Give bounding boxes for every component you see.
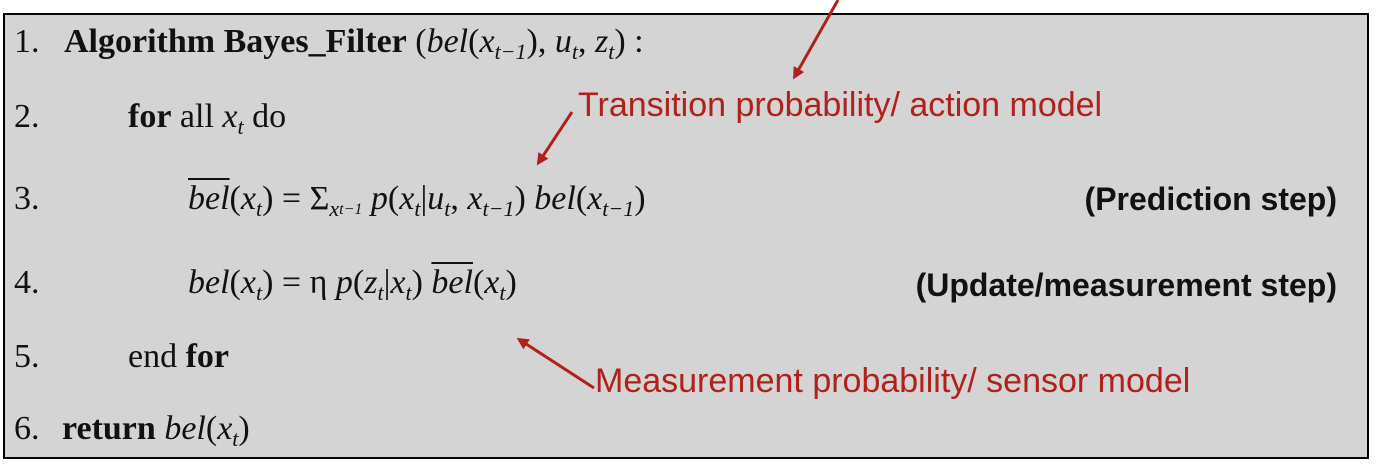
paren: ) bbox=[514, 180, 526, 217]
comma: , bbox=[577, 23, 587, 60]
prediction-step-label: (Prediction step) bbox=[1084, 181, 1337, 217]
measurement-annotation: Measurement probability/ sensor model bbox=[595, 362, 1191, 400]
x-symbol: x bbox=[240, 180, 256, 217]
given-bar: | bbox=[383, 264, 391, 301]
end-text: end bbox=[128, 338, 178, 375]
subscript: t bbox=[571, 39, 578, 64]
x-symbol: x bbox=[467, 180, 483, 217]
subscript: t bbox=[232, 426, 239, 451]
subscript: t bbox=[444, 196, 451, 221]
line-number-2: 2. bbox=[14, 98, 40, 135]
paren: ) : bbox=[614, 23, 644, 60]
for-keyword: for bbox=[128, 98, 172, 135]
paren: ( bbox=[415, 23, 427, 60]
x-symbol: x bbox=[399, 180, 415, 217]
line-number-4: 4. bbox=[14, 264, 40, 301]
paren: ) bbox=[411, 264, 423, 301]
sum-subscript: x bbox=[329, 196, 340, 221]
line-number: 6. bbox=[14, 410, 40, 447]
given-bar: | bbox=[420, 180, 428, 217]
line-number: 1. bbox=[14, 23, 40, 60]
update-step-label: (Update/measurement step) bbox=[915, 267, 1337, 303]
bel-symbol: bel bbox=[164, 410, 206, 447]
transition-annotation: Transition probability/ action model bbox=[578, 86, 1103, 124]
bel-symbol: bel bbox=[426, 23, 469, 60]
sum-subsubscript: t−1 bbox=[339, 201, 363, 218]
line-number-5: 5. bbox=[14, 338, 40, 375]
x-symbol: x bbox=[479, 23, 495, 60]
paren: ) bbox=[238, 410, 250, 447]
u-symbol: u bbox=[554, 23, 572, 60]
x-symbol: x bbox=[222, 98, 238, 135]
paren: ) bbox=[634, 180, 646, 217]
line-6: 6. return bel(xt) bbox=[14, 410, 250, 451]
subscript: t bbox=[255, 280, 263, 305]
equals-sum: ) = Σ bbox=[262, 180, 330, 217]
p-symbol: p bbox=[370, 180, 388, 217]
do-text: do bbox=[252, 98, 287, 135]
belbar-symbol: bel bbox=[431, 264, 473, 301]
line-3: bel(xt) = Σxt−1 p(xt|ut, xt−1) bel(xt−1) bbox=[188, 180, 646, 221]
subscript: t bbox=[255, 196, 263, 221]
z-symbol: z bbox=[594, 23, 609, 60]
algorithm-box bbox=[3, 13, 1369, 459]
bel-symbol: bel bbox=[534, 180, 576, 217]
subscript: t bbox=[377, 280, 384, 305]
z-symbol: z bbox=[364, 264, 378, 301]
subscript: t−1 bbox=[482, 196, 515, 221]
subscript: t bbox=[608, 39, 615, 64]
subscript: t bbox=[237, 114, 244, 139]
for-keyword: for bbox=[185, 338, 230, 375]
x-symbol: x bbox=[390, 264, 406, 301]
arrow-measurement bbox=[516, 337, 595, 390]
belbar-symbol: bel bbox=[188, 180, 230, 217]
line-5: end for bbox=[128, 340, 229, 374]
subscript: t bbox=[405, 280, 412, 305]
subscript: t bbox=[499, 280, 506, 305]
algorithm-keyword: Algorithm Bayes_Filter bbox=[64, 23, 407, 60]
x-symbol: x bbox=[217, 410, 233, 447]
x-symbol: x bbox=[587, 180, 603, 217]
subscript: t−1 bbox=[602, 196, 635, 221]
subscript: t−1 bbox=[494, 39, 527, 64]
paren: ) bbox=[505, 264, 517, 301]
arrow-transition bbox=[536, 111, 574, 166]
x-symbol: x bbox=[484, 264, 500, 301]
comma: , bbox=[450, 180, 459, 217]
line-4: bel(xt) = η p(zt|xt) bel(xt) bbox=[188, 264, 517, 305]
x-symbol: x bbox=[240, 264, 256, 301]
arrow-top bbox=[793, 0, 840, 80]
paren: ), bbox=[526, 23, 547, 60]
bel-symbol: bel bbox=[188, 264, 230, 301]
u-symbol: u bbox=[427, 180, 445, 217]
subscript: t bbox=[414, 196, 421, 221]
return-keyword: return bbox=[62, 410, 156, 447]
line-1: 1. Algorithm Bayes_Filter (bel(xt−1), ut… bbox=[14, 23, 644, 64]
all-text: all bbox=[179, 98, 214, 135]
equals-eta: ) = η bbox=[262, 264, 328, 301]
line-2: for all xt do bbox=[128, 100, 286, 138]
line-number-3: 3. bbox=[14, 180, 40, 217]
p-symbol: p bbox=[335, 264, 353, 301]
